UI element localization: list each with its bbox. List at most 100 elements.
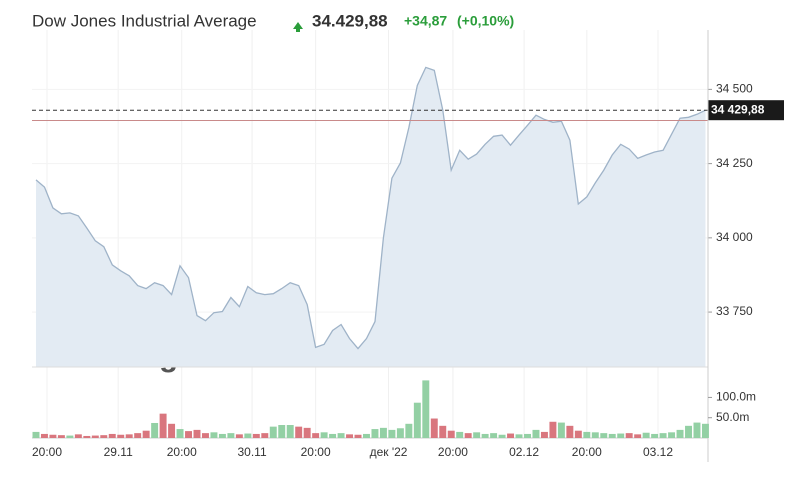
- x-tick-label: 20:00: [301, 445, 331, 459]
- change: +34,87: [404, 13, 447, 29]
- x-tick-label: 02.12: [509, 445, 539, 459]
- volume-bar: [557, 422, 565, 438]
- volume-bar: [456, 431, 464, 438]
- volume-bar: [574, 430, 582, 438]
- volume-bar: [320, 432, 328, 438]
- volume-bar: [396, 428, 404, 438]
- volume-bar: [701, 423, 709, 438]
- volume-bar: [100, 435, 108, 438]
- volume-bar: [117, 434, 125, 438]
- volume-bar: [583, 431, 591, 438]
- volume-bar: [507, 433, 515, 438]
- volume-bar: [473, 432, 481, 438]
- x-tick-label: дек '22: [370, 445, 408, 459]
- up-arrow: [293, 22, 303, 32]
- volume-bar: [388, 429, 396, 438]
- x-tick-label: 20:00: [438, 445, 468, 459]
- volume-bar: [32, 431, 40, 438]
- volume-bar: [108, 433, 116, 438]
- volume-bar: [66, 435, 74, 438]
- volume-bar: [261, 433, 269, 438]
- volume-bar: [269, 426, 277, 438]
- volume-bar: [57, 435, 65, 438]
- x-tick-label: 30.11: [238, 445, 267, 459]
- volume-bar: [134, 433, 142, 438]
- volume-bar: [676, 429, 684, 438]
- volume-bar: [201, 433, 209, 438]
- volume-bar: [125, 434, 133, 438]
- volume-bar: [524, 433, 531, 438]
- volume-bar: [490, 433, 498, 438]
- volume-bar: [532, 429, 540, 438]
- volume-bar: [74, 434, 82, 438]
- volume-bar: [634, 434, 642, 438]
- x-tick-label: 20:00: [32, 445, 62, 459]
- volume-bar: [600, 433, 608, 438]
- volume-bar: [91, 435, 99, 438]
- volume-bar: [49, 434, 57, 438]
- volume-bar: [371, 429, 379, 438]
- volume-tick-label: 50.0m: [716, 410, 749, 424]
- volume-bar: [515, 434, 523, 438]
- volume-bar: [303, 427, 311, 438]
- volume-tick-label: 100.0m: [716, 390, 756, 404]
- volume-bar: [405, 423, 413, 438]
- volume-bar: [693, 422, 701, 438]
- volume-bar: [278, 425, 286, 438]
- volume-bar: [659, 433, 667, 438]
- volume-bar: [218, 433, 226, 438]
- volume-bar: [227, 433, 235, 438]
- volume-bar: [193, 429, 201, 438]
- volume-bar: [286, 425, 294, 438]
- volume-bar: [540, 431, 548, 438]
- volume-bar: [379, 427, 387, 438]
- volume-bar: [185, 431, 192, 438]
- volume-bar: [363, 433, 370, 438]
- volume-bar: [617, 433, 625, 438]
- volume-bar: [625, 433, 633, 438]
- volume-bar: [642, 432, 650, 438]
- price: 34.429,88: [312, 11, 388, 30]
- x-tick-label: 20:00: [167, 445, 197, 459]
- y-tick-label: 34 500: [716, 82, 753, 96]
- volume-bar: [685, 425, 692, 438]
- volume-bar: [329, 433, 337, 438]
- last-price-box: [708, 100, 784, 121]
- x-tick-label: 29.11: [104, 445, 133, 459]
- volume-bar: [337, 433, 345, 438]
- volume-bar: [422, 380, 430, 438]
- volume-bar: [142, 430, 150, 438]
- volume-bar: [244, 433, 252, 438]
- chart-title: Dow Jones Industrial Average: [32, 11, 257, 30]
- volume-bar: [235, 434, 243, 438]
- volume-bar: [439, 425, 447, 438]
- volume-bar: [312, 433, 320, 438]
- volume-bar: [413, 402, 421, 438]
- volume-bar: [430, 418, 438, 438]
- last-price-label: 34 429,88: [711, 102, 765, 116]
- volume-bar: [210, 432, 218, 438]
- volume-bar: [608, 433, 616, 438]
- volume-bar: [159, 413, 167, 438]
- volume-bar: [151, 422, 159, 438]
- y-tick-label: 33 750: [716, 304, 753, 318]
- volume-bar: [40, 433, 48, 438]
- volume-bar: [295, 426, 303, 438]
- volume-bar: [354, 434, 362, 438]
- x-tick-label: 03.12: [643, 445, 673, 459]
- area-fill: [35, 67, 706, 368]
- volume-bar: [498, 434, 506, 438]
- volume-bar: [651, 433, 659, 438]
- volume-bar: [83, 435, 91, 438]
- y-tick-label: 34 000: [716, 230, 753, 244]
- x-tick-label: 20:00: [572, 445, 602, 459]
- volume-bar: [481, 433, 489, 438]
- volume-bar: [566, 425, 574, 438]
- change-percent: (+0,10%): [457, 13, 514, 29]
- volume-bar: [447, 430, 455, 438]
- volume-bar: [168, 423, 176, 438]
- volume-bar: [549, 421, 557, 438]
- volume-bar: [591, 432, 599, 438]
- volume-bar: [346, 434, 354, 438]
